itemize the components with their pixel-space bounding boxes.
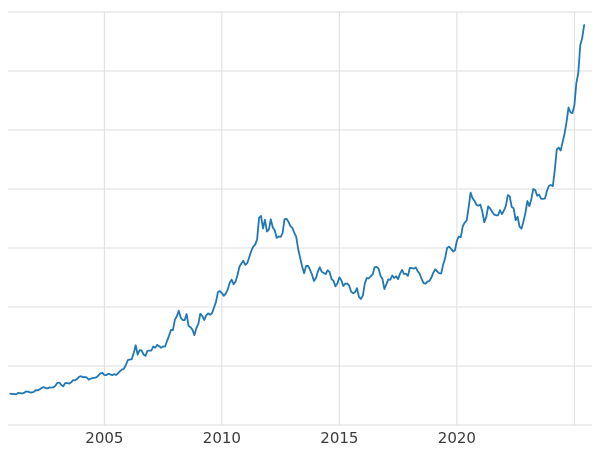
x-tick-label: 2010 bbox=[203, 429, 241, 447]
x-tick-label: 2020 bbox=[438, 429, 476, 447]
x-axis-ticks: 2005 2010 2015 2020 bbox=[85, 429, 476, 447]
data-line bbox=[9, 24, 586, 396]
x-tick-label: 2015 bbox=[320, 429, 358, 447]
gridlines bbox=[8, 11, 592, 426]
x-tick-label: 2005 bbox=[85, 429, 123, 447]
